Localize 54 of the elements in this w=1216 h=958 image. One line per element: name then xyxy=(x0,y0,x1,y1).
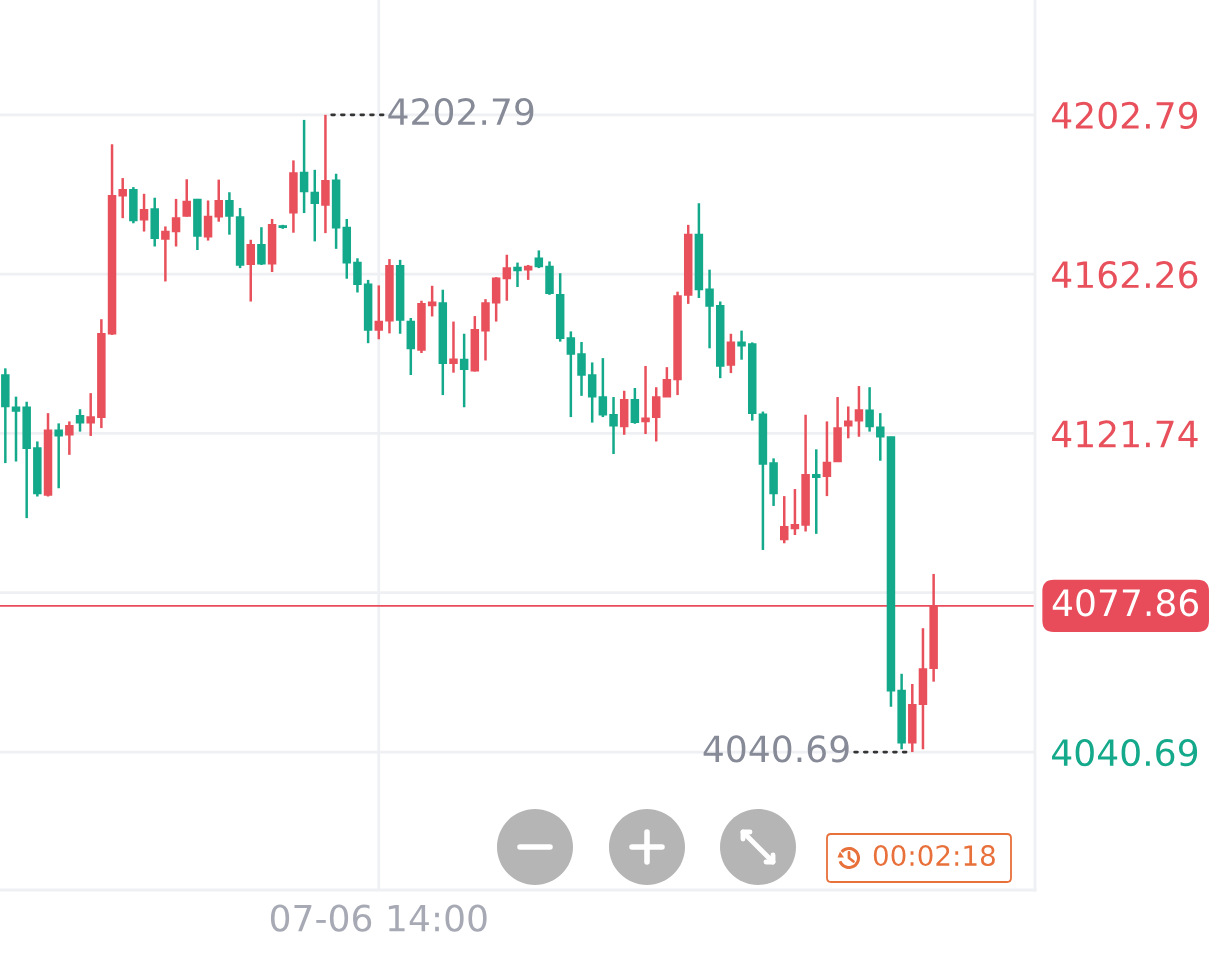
annotation: 4040.69 xyxy=(703,735,849,763)
candlestick xyxy=(161,225,170,283)
candlestick xyxy=(598,356,608,419)
candlestick xyxy=(865,385,874,433)
candlestick xyxy=(86,391,95,438)
candlestick xyxy=(246,238,255,303)
candlestick xyxy=(374,284,384,341)
candlestick xyxy=(257,225,266,267)
candlestick xyxy=(577,340,586,398)
candlestick xyxy=(641,364,650,436)
candlestick xyxy=(502,253,512,302)
candlestick xyxy=(75,407,85,433)
candlestick xyxy=(449,320,458,374)
candlestick xyxy=(65,420,74,457)
candlestick xyxy=(214,178,223,223)
candlestick xyxy=(118,176,127,220)
y-tick-label: 4202.79 xyxy=(1052,101,1198,130)
candlestick xyxy=(662,365,672,398)
y-tick-label: 4121.74 xyxy=(1052,420,1198,448)
candlestick xyxy=(310,168,320,243)
y-tick-label: 4040.69 xyxy=(1052,738,1198,767)
candlestick xyxy=(651,385,661,443)
candlestick xyxy=(203,199,213,242)
candlestick xyxy=(609,395,618,456)
candlestick xyxy=(630,386,640,426)
y-tick-label: 4162.26 xyxy=(1052,261,1198,289)
candlestick xyxy=(11,395,21,463)
candlestick xyxy=(726,332,736,375)
candlestick xyxy=(854,384,864,438)
candlestick xyxy=(225,190,234,236)
candlestick xyxy=(299,118,309,215)
candlestick xyxy=(182,178,191,218)
candlestick xyxy=(790,487,800,537)
candlestick xyxy=(459,332,469,409)
candlestick xyxy=(139,192,149,233)
candlestick xyxy=(822,420,832,498)
candlestick xyxy=(812,448,821,536)
candlestick xyxy=(54,422,63,490)
candlestick xyxy=(321,113,330,235)
candlestick xyxy=(737,329,746,361)
ref-line-label: 4077.86 xyxy=(1052,589,1199,617)
candlestick xyxy=(876,411,885,462)
candlestick xyxy=(780,494,789,545)
candlestick xyxy=(844,405,853,440)
candlestick xyxy=(587,361,597,424)
candlestick xyxy=(705,268,714,350)
annotation: 4202.79 xyxy=(388,97,534,126)
candlestick xyxy=(513,261,522,289)
x-tick-label: 07-06 14:00 xyxy=(270,904,487,932)
candlestick xyxy=(171,197,181,248)
annotation: 00:02:18 xyxy=(873,845,995,867)
candlestick xyxy=(566,330,576,419)
candlestick xyxy=(353,257,362,294)
candlestick xyxy=(427,284,437,318)
